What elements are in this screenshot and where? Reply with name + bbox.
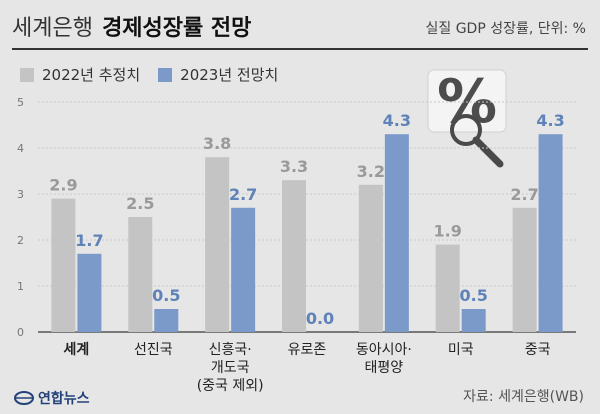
data-label: 0.5 (152, 286, 180, 305)
yonhap-logo: 연합뉴스 (14, 388, 90, 408)
y-tick-label: 2 (17, 234, 24, 247)
bar-2022 (282, 180, 306, 332)
bar-2022 (51, 198, 76, 332)
data-label: 4.3 (383, 111, 411, 130)
chart-title: 세계은행 경제성장률 전망 (12, 10, 251, 42)
x-tick-label: 중국 (525, 342, 551, 358)
x-tick-label: 신흥국· 개도국 (중국 제외) (197, 342, 264, 394)
y-tick-label: 5 (17, 96, 24, 109)
bar-2023 (384, 134, 409, 332)
data-label: 2.5 (126, 194, 154, 213)
y-tick-label: 0 (17, 326, 24, 339)
title-main: 경제성장률 전망 (102, 16, 252, 41)
bar-2023 (77, 253, 102, 332)
bar-2022 (435, 244, 460, 332)
percent-magnifier-icon: % (427, 67, 507, 168)
data-label: 0.5 (460, 286, 488, 305)
data-label: 3.8 (203, 134, 231, 153)
data-label: 3.2 (357, 162, 385, 181)
chart-subtitle: 실질 GDP 성장률, 단위: % (425, 21, 586, 37)
bar-2023 (538, 134, 563, 332)
x-tick-label: 세계 (64, 342, 90, 358)
legend-label-2023: 2023년 전망치 (180, 66, 279, 84)
bar-2022 (358, 184, 383, 332)
bar-2023 (231, 207, 256, 332)
y-tick-label: 1 (17, 280, 24, 293)
data-label: 3.3 (280, 157, 308, 176)
x-tick-label: 동아시아· 태평양 (356, 342, 412, 376)
title-prefix: 세계은행 (12, 16, 93, 41)
legend-label-2022: 2022년 추정치 (42, 66, 141, 84)
legend-swatch-2022 (20, 67, 34, 82)
legend: 2022년 추정치 2023년 전망치 (20, 64, 288, 85)
x-tick-label: 미국 (448, 342, 474, 358)
x-tick-label: 선진국 (134, 342, 173, 358)
yonhap-logo-text: 연합뉴스 (38, 391, 90, 407)
data-label: 1.9 (434, 222, 462, 241)
data-label: 2.7 (229, 185, 257, 204)
bar-2022 (128, 217, 153, 332)
bar-2023 (154, 309, 179, 332)
source-note: 자료: 세계은행(WB) (463, 389, 584, 405)
y-tick-label: 4 (17, 142, 24, 155)
data-label: 2.9 (49, 176, 77, 195)
bar-2022 (205, 157, 230, 332)
data-label: 4.3 (536, 111, 564, 130)
title-divider (12, 48, 588, 50)
y-tick-label: 3 (17, 188, 24, 201)
bar-2022 (512, 207, 537, 332)
data-label: 1.7 (75, 231, 103, 250)
data-label: 0.0 (306, 309, 334, 328)
data-label: 2.7 (510, 185, 538, 204)
legend-swatch-2023 (158, 67, 173, 82)
yonhap-logo-icon (14, 391, 34, 405)
bar-2023 (461, 309, 486, 332)
x-tick-label: 유로존 (288, 342, 327, 358)
